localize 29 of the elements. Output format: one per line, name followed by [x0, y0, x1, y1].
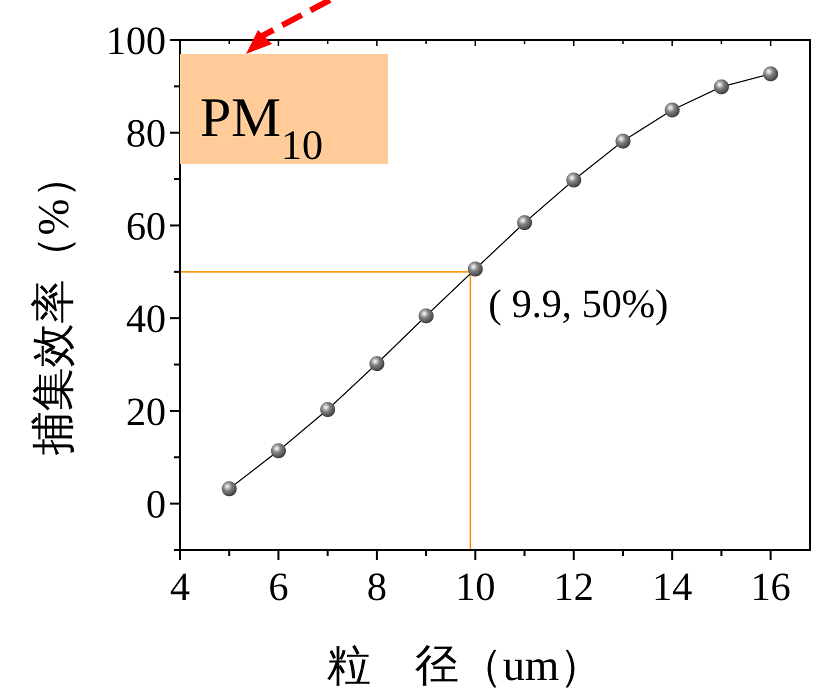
point	[320, 402, 336, 418]
x-tick-label: 10	[455, 564, 496, 609]
point	[369, 356, 384, 372]
point	[664, 102, 680, 118]
point	[615, 134, 630, 149]
y-tick-label: 40	[126, 296, 166, 342]
y-tick-label: 100	[106, 18, 166, 63]
point	[418, 308, 434, 324]
x-tick-label: 8	[366, 564, 387, 609]
x-tick-label: 12	[554, 564, 594, 609]
point	[468, 262, 483, 277]
y-axis-title: 捕集效率（%）	[29, 154, 78, 456]
x-tick-label: 16	[750, 564, 791, 609]
x-axis-title: 粒 径（um）	[326, 641, 604, 690]
annotation: ( 9.9, 50%)	[488, 280, 668, 326]
point	[270, 443, 286, 458]
point	[763, 66, 778, 82]
y-tick-label: 80	[126, 110, 166, 156]
y-tick-label: 0	[146, 482, 166, 527]
point	[517, 215, 532, 230]
x-tick-label: 14	[652, 564, 692, 609]
point	[566, 172, 582, 188]
x-tick-label: 6	[268, 564, 288, 609]
y-tick-label: 20	[126, 388, 166, 434]
point	[222, 481, 237, 496]
x-tick-label: 4	[170, 564, 190, 609]
point	[714, 79, 729, 94]
y-tick-label: 60	[126, 203, 166, 248]
annotation: PM$_{10}$	[200, 87, 323, 169]
